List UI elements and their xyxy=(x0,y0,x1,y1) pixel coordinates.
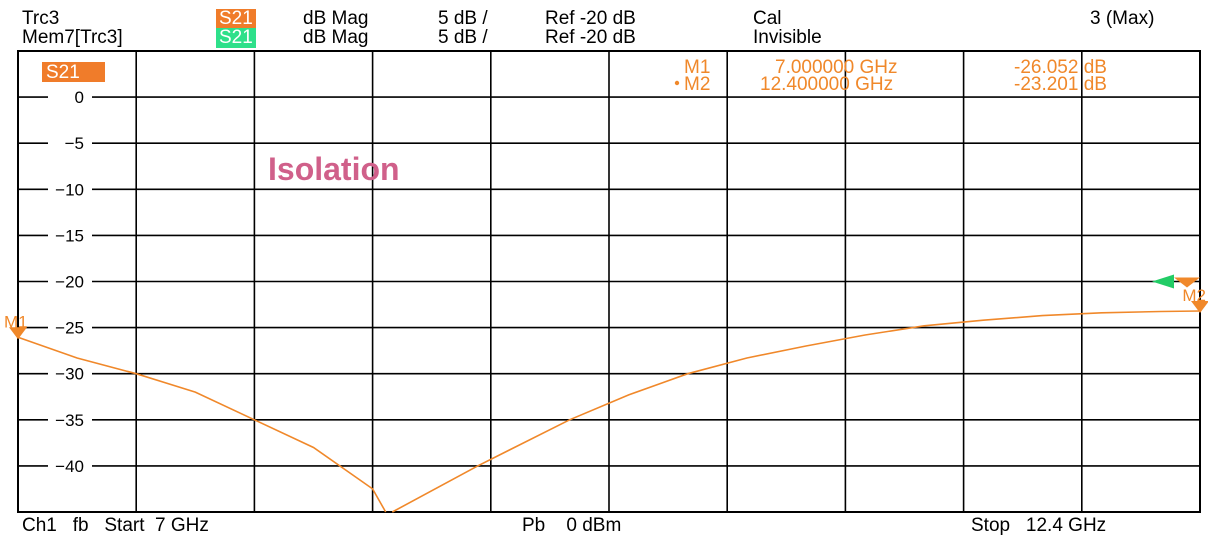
trace1-format: dB Mag xyxy=(303,8,369,29)
tick-label-bg xyxy=(48,318,92,337)
tick-label-bg xyxy=(48,226,92,245)
trace2-ref: Ref -20 dB xyxy=(545,27,636,48)
trace1-name: Trc3 xyxy=(22,8,60,29)
trace2-scale: 5 dB / xyxy=(438,27,488,48)
y-tick-label: −10 xyxy=(55,180,84,199)
tick-label-bg xyxy=(48,180,92,199)
tick-label-bg xyxy=(48,88,92,107)
m1-marker-label: M1 xyxy=(4,312,28,331)
trace1-status: Cal xyxy=(753,8,782,29)
y-axis: 0 −5 −10 −15 −20 −25 −30 −35 −40 xyxy=(48,88,92,476)
m1-readout-value: -26.052 dB xyxy=(1014,57,1107,78)
isolation-annotation: Isolation xyxy=(268,151,400,187)
tick-label-bg xyxy=(48,272,92,291)
tick-label-bg xyxy=(48,456,92,475)
trace1-ref: Ref -20 dB xyxy=(545,8,636,29)
trace-badge-bg xyxy=(42,62,105,82)
trace1-param-badge[interactable]: S21 xyxy=(216,9,256,29)
ref-marker-icon xyxy=(1174,277,1200,288)
trace2-format: dB Mag xyxy=(303,27,369,48)
m2-active-dot xyxy=(674,80,680,86)
trace1-scale: 5 dB / xyxy=(438,8,488,29)
trace2-param-badge[interactable]: S21 xyxy=(216,28,256,48)
m2-readout-label: M2 xyxy=(684,74,710,95)
m1-readout-label: M1 xyxy=(684,57,710,78)
tick-label-bg xyxy=(48,364,92,383)
footer-power: Pb 0 dBm xyxy=(522,515,622,536)
y-tick-label: −35 xyxy=(55,411,84,430)
y-tick-label: 0 xyxy=(75,88,84,107)
m1-marker-icon xyxy=(9,327,27,340)
y-tick-label: −20 xyxy=(55,273,84,292)
tick-label-bg xyxy=(48,410,92,429)
m2-readout-value: -23.201 dB xyxy=(1014,74,1107,95)
trace-badge[interactable]: S21 xyxy=(46,62,80,83)
y-tick-label: −40 xyxy=(55,457,84,476)
s21-trace[interactable] xyxy=(17,310,1201,513)
y-tick-label: −5 xyxy=(65,134,84,153)
m2-marker-label: M2 xyxy=(1182,286,1206,305)
tick-label-bg xyxy=(48,134,92,153)
reference-level-arrow[interactable] xyxy=(1152,274,1174,289)
m2-readout-freq: 12.400000 GHz xyxy=(760,74,893,95)
footer-stop: Stop 12.4 GHz xyxy=(971,515,1107,536)
footer-start: Ch1 fb Start 7 GHz xyxy=(22,515,209,536)
header-right: 3 (Max) xyxy=(1090,8,1155,29)
m2-marker-icon xyxy=(1191,301,1208,314)
y-tick-label: −15 xyxy=(55,226,84,245)
y-tick-label: −25 xyxy=(55,319,84,338)
grid xyxy=(18,51,1200,512)
m1-readout-freq: 7.000000 GHz xyxy=(775,57,898,78)
trace2-name: Mem7[Trc3] xyxy=(22,27,123,48)
y-tick-label: −30 xyxy=(55,365,84,384)
trace2-status: Invisible xyxy=(753,27,822,48)
marker-layer: M1 M2 xyxy=(4,286,1208,340)
